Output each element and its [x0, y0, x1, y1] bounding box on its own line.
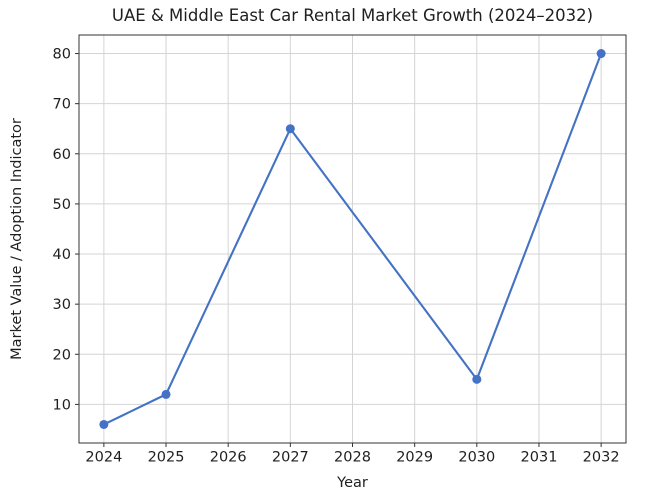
x-tick-label: 2024 [85, 450, 122, 466]
y-tick-label: 20 [53, 347, 71, 363]
y-tick-label: 10 [53, 397, 71, 413]
data-point-marker [472, 374, 482, 384]
x-tick-label: 2027 [272, 450, 309, 466]
chart-title: UAE & Middle East Car Rental Market Grow… [111, 6, 594, 25]
x-tick-label: 2032 [583, 450, 620, 466]
x-tick-label: 2031 [521, 450, 558, 466]
y-tick-label: 30 [53, 297, 71, 313]
y-tick-label: 80 [53, 47, 71, 63]
x-tick-label: 2026 [210, 450, 247, 466]
data-point-marker [596, 49, 606, 59]
data-point-marker [99, 419, 109, 429]
data-point-marker [161, 389, 171, 399]
x-tick-label: 2029 [396, 450, 433, 466]
y-tick-label: 40 [53, 247, 71, 263]
y-tick-label: 70 [53, 97, 71, 113]
x-tick-label: 2025 [148, 450, 185, 466]
data-point-marker [285, 124, 295, 134]
y-tick-label: 50 [53, 197, 71, 213]
y-tick-label: 60 [53, 147, 71, 163]
x-tick-label: 2028 [334, 450, 371, 466]
x-axis-label: Year [337, 475, 368, 491]
x-tick-label: 2030 [458, 450, 495, 466]
